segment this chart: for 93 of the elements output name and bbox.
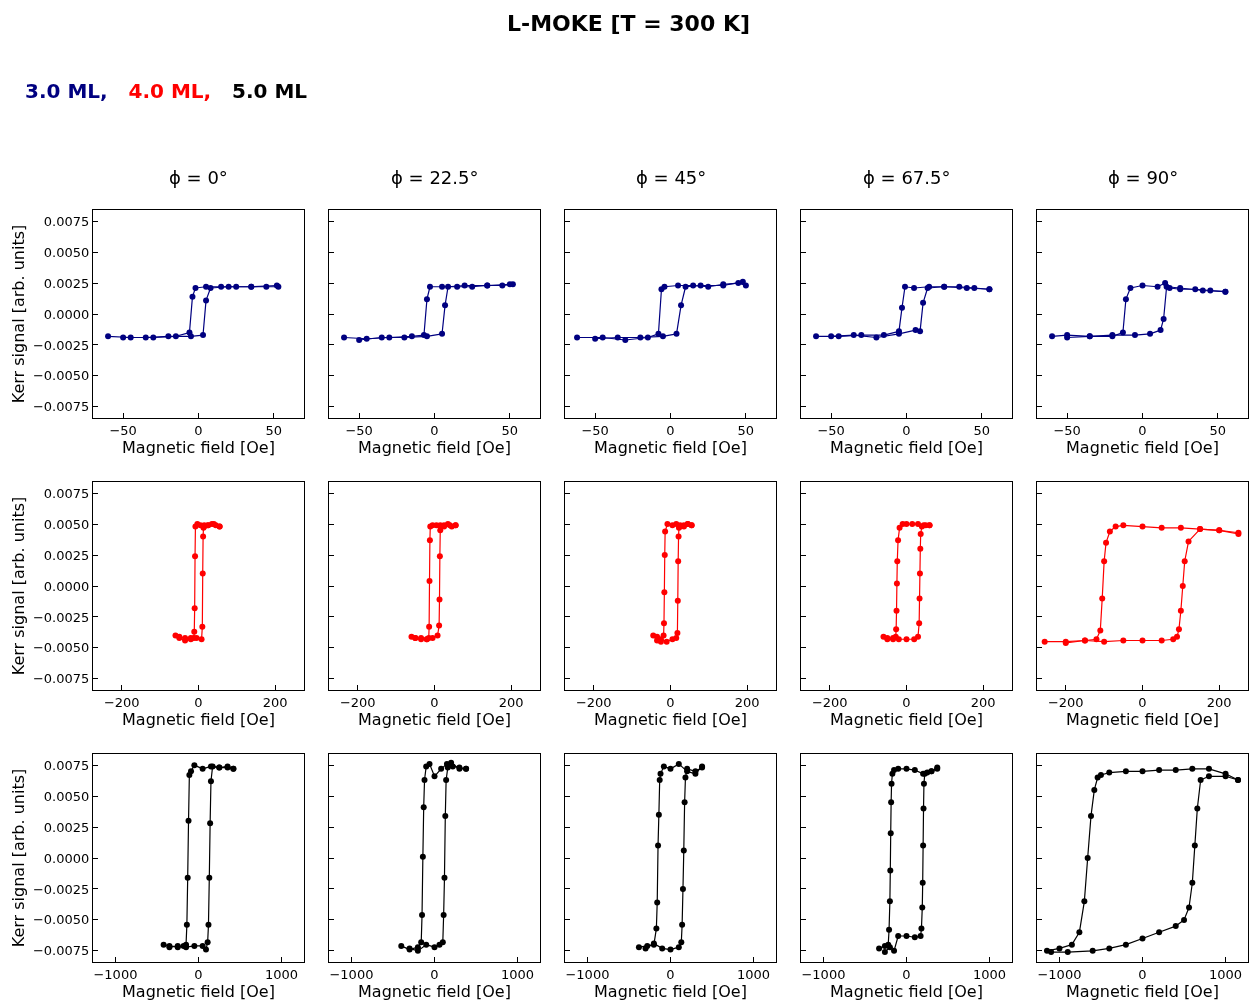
y-tick-label: −0.0075 — [32, 671, 90, 687]
x-axis-title: Magnetic field [Oe] — [594, 437, 747, 457]
x-tick-label: −50 — [109, 422, 137, 438]
x-tick-label: 200 — [970, 694, 996, 710]
x-tick-label: 1000 — [973, 966, 1007, 982]
x-tick-label: 200 — [734, 694, 760, 710]
x-tick-label: 0 — [194, 966, 203, 982]
text: 4.0 ML, — [128, 79, 212, 103]
text: 5.0 ML — [232, 79, 308, 103]
x-tick-label: 0 — [194, 694, 203, 710]
x-tick-label: −200 — [103, 694, 140, 710]
x-tick-label: −50 — [817, 422, 845, 438]
x-axis-title: Magnetic field [Oe] — [358, 437, 511, 457]
x-tick-label: 200 — [498, 694, 524, 710]
x-tick-label: −200 — [1047, 694, 1084, 710]
x-tick-label: 0 — [666, 422, 675, 438]
x-tick-label: 50 — [737, 422, 755, 438]
x-tick-label: 0 — [902, 966, 911, 982]
y-tick-label: 0.0000 — [43, 850, 90, 866]
x-axis-title: Magnetic field [Oe] — [122, 437, 275, 457]
y-tick-label: 0.0000 — [43, 306, 90, 322]
chart-title: ϕ = 45° — [636, 167, 707, 188]
x-tick-label: −1000 — [565, 966, 610, 982]
chart-title: ϕ = 0° — [169, 167, 228, 188]
x-axis-title: Magnetic field [Oe] — [830, 709, 983, 729]
y-tick-label: −0.0075 — [32, 943, 90, 959]
x-tick-label: −50 — [1053, 422, 1081, 438]
y-tick-label: 0.0075 — [43, 757, 90, 773]
x-tick-label: 0 — [194, 422, 203, 438]
y-tick-label: −0.0050 — [32, 640, 90, 656]
y-tick-label: −0.0050 — [32, 912, 90, 928]
text: 3.0 ML, — [25, 79, 108, 103]
x-tick-label: −50 — [345, 422, 373, 438]
x-tick-label: −1000 — [329, 966, 374, 982]
x-tick-label: 50 — [501, 422, 519, 438]
x-tick-label: −1000 — [93, 966, 138, 982]
y-tick-label: −0.0025 — [32, 609, 90, 625]
y-axis-title: Kerr signal [arb. units] — [8, 768, 28, 948]
x-tick-label: 0 — [902, 694, 911, 710]
y-tick-label: −0.0075 — [32, 399, 90, 415]
x-tick-label: 1000 — [501, 966, 535, 982]
x-axis-title: Magnetic field [Oe] — [358, 981, 511, 1001]
x-tick-label: 1000 — [1209, 966, 1243, 982]
y-tick-label: 0.0025 — [43, 819, 90, 835]
x-tick-label: 0 — [666, 694, 675, 710]
x-axis-title: Magnetic field [Oe] — [830, 437, 983, 457]
x-axis-title: Magnetic field [Oe] — [830, 981, 983, 1001]
text: L-MOKE [T = 300 K] — [507, 11, 750, 36]
x-axis-title: Magnetic field [Oe] — [1066, 981, 1219, 1001]
chart-title: ϕ = 67.5° — [863, 167, 951, 188]
chart-title: ϕ = 90° — [1108, 167, 1179, 188]
x-tick-label: 0 — [430, 422, 439, 438]
y-tick-label: 0.0000 — [43, 578, 90, 594]
x-tick-label: 0 — [902, 422, 911, 438]
y-axis-title: Kerr signal [arb. units] — [8, 496, 28, 676]
x-tick-label: 50 — [265, 422, 283, 438]
y-tick-label: 0.0025 — [43, 547, 90, 563]
x-tick-label: 200 — [1206, 694, 1232, 710]
x-tick-label: 0 — [1138, 966, 1147, 982]
x-tick-label: 0 — [1138, 694, 1147, 710]
x-tick-label: −50 — [581, 422, 609, 438]
chart-title: ϕ = 22.5° — [391, 167, 479, 188]
y-tick-label: 0.0075 — [43, 213, 90, 229]
x-tick-label: 1000 — [737, 966, 771, 982]
x-tick-label: −200 — [811, 694, 848, 710]
x-axis-title: Magnetic field [Oe] — [358, 709, 511, 729]
y-tick-label: 0.0050 — [43, 788, 90, 804]
x-axis-title: Magnetic field [Oe] — [1066, 437, 1219, 457]
x-tick-label: 50 — [1209, 422, 1227, 438]
x-tick-label: 50 — [973, 422, 991, 438]
y-axis-title: Kerr signal [arb. units] — [8, 224, 28, 404]
y-tick-label: −0.0025 — [32, 337, 90, 353]
x-tick-label: 0 — [430, 694, 439, 710]
x-tick-label: −200 — [339, 694, 376, 710]
y-tick-label: 0.0050 — [43, 516, 90, 532]
x-axis-title: Magnetic field [Oe] — [122, 709, 275, 729]
x-tick-label: 0 — [1138, 422, 1147, 438]
x-axis-title: Magnetic field [Oe] — [594, 981, 747, 1001]
x-axis-title: Magnetic field [Oe] — [594, 709, 747, 729]
y-tick-label: 0.0050 — [43, 244, 90, 260]
x-tick-label: −200 — [575, 694, 612, 710]
x-tick-label: 0 — [666, 966, 675, 982]
y-tick-label: 0.0025 — [43, 275, 90, 291]
x-axis-title: Magnetic field [Oe] — [122, 981, 275, 1001]
x-tick-label: 200 — [262, 694, 288, 710]
y-tick-label: −0.0050 — [32, 368, 90, 384]
x-tick-label: −1000 — [801, 966, 846, 982]
x-tick-label: 0 — [430, 966, 439, 982]
y-tick-label: 0.0075 — [43, 485, 90, 501]
x-tick-label: 1000 — [265, 966, 299, 982]
x-axis-title: Magnetic field [Oe] — [1066, 709, 1219, 729]
y-tick-label: −0.0025 — [32, 881, 90, 897]
x-tick-label: −1000 — [1037, 966, 1082, 982]
